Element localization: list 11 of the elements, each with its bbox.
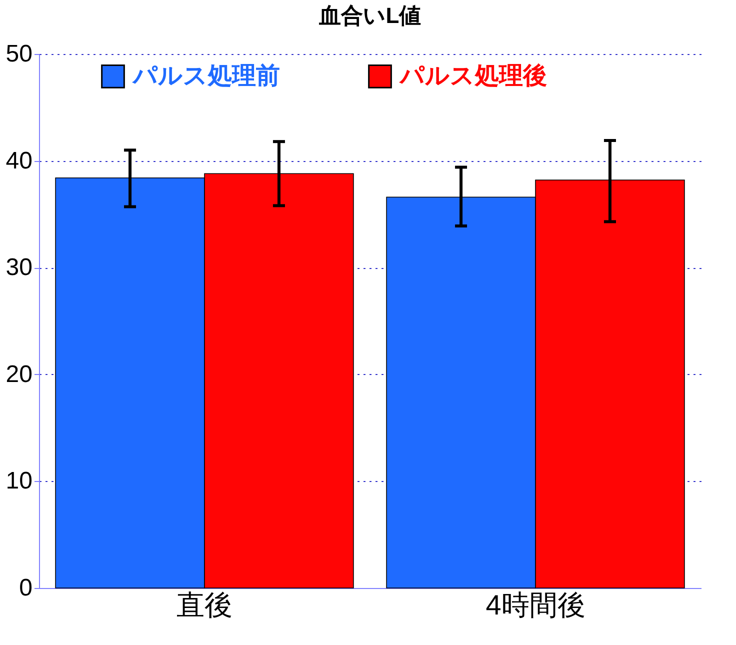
y-tick-label: 10 (6, 468, 32, 495)
legend-label: パルス処理前 (131, 62, 280, 90)
chart-title: 血合いL値 (318, 3, 422, 28)
y-tick-label: 40 (6, 147, 32, 174)
legend-label: パルス処理後 (398, 62, 547, 90)
y-tick-label: 20 (6, 360, 32, 388)
y-tick-label: 30 (6, 254, 32, 282)
x-tick-label: 4時間後 (486, 590, 586, 620)
x-tick-label: 直後 (176, 590, 232, 620)
y-tick-label: 50 (6, 40, 32, 68)
y-tick-label: 0 (19, 574, 32, 602)
